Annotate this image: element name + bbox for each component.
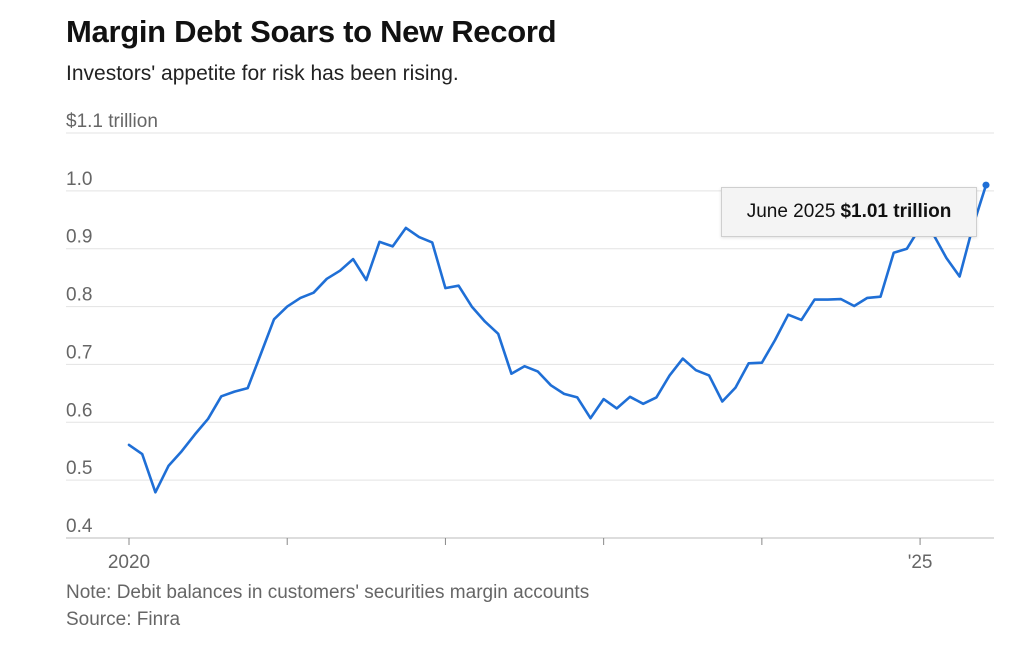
- y-tick-label: 0.7: [66, 342, 92, 363]
- tooltip-value: $1.01 trillion: [840, 201, 952, 222]
- y-tick-label: 0.8: [66, 285, 92, 306]
- highlight-point[interactable]: [982, 181, 990, 189]
- chart-note: Note: Debit balances in customers' secur…: [66, 582, 590, 603]
- series: [127, 181, 990, 494]
- series-line: [127, 183, 988, 494]
- x-tick-label: '25: [908, 552, 933, 573]
- tooltip-date: June 2025: [746, 201, 836, 222]
- y-tick-label: 0.5: [66, 458, 92, 479]
- y-tick-label: $1.1 trillion: [66, 111, 158, 132]
- tooltip: June 2025 $1.01 trillion: [721, 187, 977, 237]
- chart-subtitle: Investors' appetite for risk has been ri…: [66, 62, 459, 85]
- axes: $1.1 trillion 1.0 0.9 0.8 0.7 0.6 0.5 0.4 2020 '2…: [66, 111, 994, 573]
- y-tick-label: 0.9: [66, 227, 92, 248]
- chart-title: Margin Debt Soars to New Record: [66, 14, 557, 49]
- chart-source: Source: Finra: [66, 609, 181, 630]
- y-tick-label: 1.0: [66, 169, 92, 190]
- line-chart: $1.1 trillion 1.0 0.9 0.8 0.7 0.6 0.5 0.4 2020 '2…: [66, 111, 994, 573]
- y-tick-label: 0.4: [66, 516, 93, 537]
- x-tick-label: 2020: [108, 552, 150, 573]
- y-tick-label: 0.6: [66, 400, 92, 421]
